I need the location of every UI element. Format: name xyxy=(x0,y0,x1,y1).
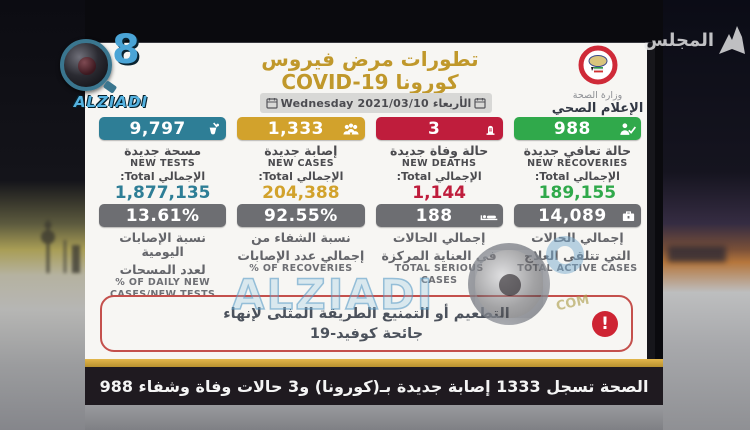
stat-label-en: NEW DEATHS xyxy=(401,158,477,169)
stat-new-tests: 9,797 مسحة جديدة NEW TESTS الإجمالي Tota… xyxy=(99,117,227,203)
stat-label-en: TOTAL ACTIVE CASES xyxy=(517,263,638,274)
alziadi-q8-logo: 8 ALZIADI xyxy=(52,27,170,119)
stat-total-value: 1,877,135 xyxy=(114,183,211,203)
covid-stats-panel: تطورات مرض فيروس كورونا COVID-19 وزارة ا… xyxy=(85,42,655,360)
calendar-icon xyxy=(474,98,486,109)
kuwait-towers-silhouette xyxy=(41,220,80,273)
gold-divider xyxy=(85,359,663,367)
stat-total-label: الإجمالي Total: xyxy=(534,170,620,183)
alziadi-wordmark: ALZIADI xyxy=(73,93,149,111)
stat-value-box: 9,797 xyxy=(99,117,227,140)
advisory-text: التطعيم أو التمنيع الطريقة المثلى لإنهاء… xyxy=(152,304,582,344)
medical-case-icon xyxy=(621,209,636,222)
date-bar: Wednesday 2021/03/10 الأربعاء xyxy=(260,93,492,113)
panel-title-line2: كورونا COVID-19 xyxy=(281,70,459,94)
ministry-name: وزارة الصحة xyxy=(572,90,623,101)
stat-value-box: 1,333 xyxy=(237,117,365,140)
stats-row-1: 9,797 مسحة جديدة NEW TESTS الإجمالي Tota… xyxy=(99,117,641,203)
stat-value-box: 188 xyxy=(375,204,503,227)
stat-label-en: TOTAL SERIOUS CASES xyxy=(394,263,484,286)
stat-label-ar: نسبة الإصابات اليومية xyxy=(119,230,206,259)
ministry-department: الإعلام الصحي xyxy=(551,101,644,116)
stat-total-value: 189,155 xyxy=(538,183,617,203)
stat-label-en: % OF RECOVERIES xyxy=(249,263,353,274)
stat-new-recoveries: 988 حالة تعافي جديدة NEW RECOVERIES الإج… xyxy=(513,117,641,203)
ticker-text: الصحة تسجل 1333 إصابة جديدة بـ(كورونا) و… xyxy=(99,376,649,396)
stat-new-cases: 1,333 إصابة جديدة NEW CASES الإجمالي Tot… xyxy=(237,117,365,203)
icu-bed-icon xyxy=(480,209,498,222)
stat-value: 92.55% xyxy=(263,205,338,226)
stat-label-ar: إجمالي عدد الإصابات xyxy=(237,248,365,263)
calendar-icon xyxy=(266,98,278,109)
date-text: Wednesday 2021/03/10 الأربعاء xyxy=(280,96,472,110)
falcon-icon xyxy=(719,26,745,54)
stat-value-box: 14,089 xyxy=(513,204,641,227)
stat-total-value: 204,388 xyxy=(262,183,340,203)
panel-title-line1: تطورات مرض فيروس xyxy=(261,47,479,71)
stat-label-ar: إجمالي الحالات xyxy=(392,230,486,245)
q-letter-tail xyxy=(102,80,118,94)
stat-label-ar: في العناية المركزة xyxy=(381,248,497,263)
tombstone-icon xyxy=(483,121,498,136)
stat-label-ar: لعدد المسحات xyxy=(119,262,206,277)
almajlis-channel-bug: المجلس xyxy=(622,22,746,58)
ministry-of-health-emblem xyxy=(578,45,617,85)
stat-value: 188 xyxy=(415,205,453,226)
stat-daily-ratio: 13.61% نسبة الإصابات اليومية لعدد المسحا… xyxy=(99,204,227,301)
stat-label-ar: نسبة الشفاء من xyxy=(251,230,351,245)
panel-title: تطورات مرض فيروس كورونا COVID-19 xyxy=(220,48,520,94)
stat-label-ar: حالة تعافي جديدة xyxy=(523,143,632,158)
background-bottom-strip xyxy=(85,404,663,430)
stat-recovery-rate: 92.55% نسبة الشفاء من إجمالي عدد الإصابا… xyxy=(237,204,365,301)
camera-lens-icon xyxy=(60,39,112,91)
almajlis-wordmark: المجلس xyxy=(643,29,714,51)
stat-label-ar: حالة وفاة جديدة xyxy=(390,143,489,158)
stat-label-ar: إصابة جديدة xyxy=(264,143,338,158)
stat-new-deaths: 3 حالة وفاة جديدة NEW DEATHS الإجمالي To… xyxy=(375,117,503,203)
stat-label-en: NEW CASES xyxy=(267,158,335,169)
stat-total-label: الإجمالي Total: xyxy=(396,170,482,183)
stat-value-box: 92.55% xyxy=(237,204,365,227)
background-city-right xyxy=(663,0,750,430)
stats-row-2: 13.61% نسبة الإصابات اليومية لعدد المسحا… xyxy=(99,204,641,301)
background-building-blur xyxy=(668,246,726,262)
stat-label-ar: إجمالي الحالات xyxy=(531,230,624,245)
stat-value: 14,089 xyxy=(538,205,607,226)
stat-label-en: NEW TESTS xyxy=(130,158,196,169)
advisory-line1: التطعيم أو التمنيع الطريقة المثلى لإنهاء xyxy=(223,305,510,322)
stat-label-ar: مسحة جديدة xyxy=(124,143,202,158)
stat-label-en: NEW RECOVERIES xyxy=(527,158,628,169)
stat-value: 1,333 xyxy=(267,118,325,139)
vaccination-advisory-box: التطعيم أو التمنيع الطريقة المثلى لإنهاء… xyxy=(100,295,633,352)
stat-value: 988 xyxy=(553,118,591,139)
stat-value-box: 988 xyxy=(513,117,641,140)
stat-value: 9,797 xyxy=(129,118,186,139)
stat-label-ar: التي تتلقى العلاج xyxy=(524,248,631,263)
stat-total-label: الإجمالي Total: xyxy=(120,170,206,183)
stat-label-en: % OF DAILY NEW CASES/NEW TESTS xyxy=(110,277,215,300)
stat-value: 3 xyxy=(427,118,441,139)
stat-value-box: 3 xyxy=(375,117,503,140)
exclamation-icon: ! xyxy=(592,310,618,337)
people-group-icon xyxy=(342,121,360,136)
stat-value: 13.61% xyxy=(125,205,200,226)
person-check-icon xyxy=(619,121,636,136)
ministry-block: وزارة الصحة الإعلام الصحي xyxy=(540,45,655,116)
q8-number: 8 xyxy=(112,27,140,73)
stat-value-box: 13.61% xyxy=(99,204,227,227)
stat-serious-cases: 188 إجمالي الحالات في العناية المركزة TO… xyxy=(375,204,503,301)
advisory-line2: جائحة كوفيد-19 xyxy=(309,325,424,342)
swab-test-icon xyxy=(205,121,221,137)
stat-total-label: الإجمالي Total: xyxy=(258,170,344,183)
stat-total-value: 1,144 xyxy=(412,183,467,203)
news-ticker: الصحة تسجل 1333 إصابة جديدة بـ(كورونا) و… xyxy=(85,367,663,405)
stat-active-cases: 14,089 إجمالي الحالات التي تتلقى العلاج … xyxy=(513,204,641,301)
